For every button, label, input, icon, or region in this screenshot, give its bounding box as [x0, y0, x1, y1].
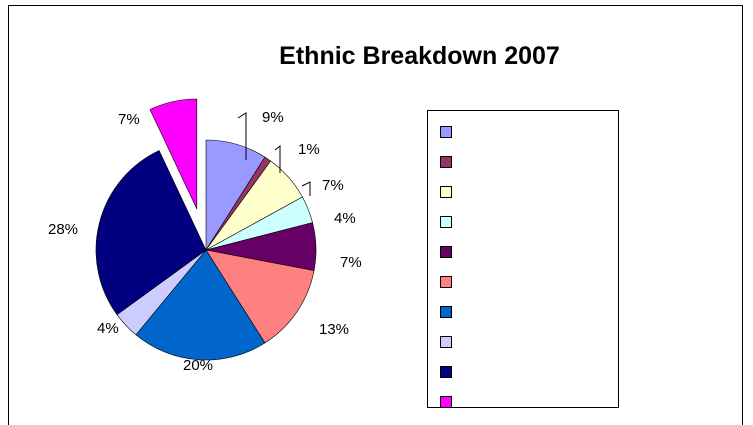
- legend-swatch: [440, 216, 452, 228]
- data-label-3: 7%: [322, 177, 344, 194]
- leader-line-3: [301, 181, 311, 196]
- pie-slice-7: [135, 249, 266, 361]
- legend-swatch: [440, 246, 452, 258]
- legend-item: [440, 396, 590, 408]
- legend-swatch: [440, 336, 452, 348]
- data-label-1: 9%: [262, 109, 284, 126]
- leader-line-1: [237, 112, 247, 160]
- pie-slice-9: [95, 150, 207, 316]
- legend: [427, 110, 619, 408]
- data-label-7: 20%: [183, 357, 213, 374]
- legend-item: [440, 126, 590, 138]
- legend-item: [440, 246, 590, 258]
- legend-swatch: [440, 366, 452, 378]
- legend-item: [440, 306, 590, 318]
- data-label-10: 7%: [118, 111, 140, 128]
- leader-line-2: [274, 144, 281, 173]
- pie-slice-10: [149, 98, 198, 210]
- legend-swatch: [440, 156, 452, 168]
- legend-swatch: [440, 396, 452, 408]
- legend-swatch: [440, 186, 452, 198]
- data-label-2: 1%: [298, 141, 320, 158]
- data-label-8: 4%: [97, 320, 119, 337]
- legend-swatch: [440, 276, 452, 288]
- data-label-9: 28%: [48, 221, 78, 238]
- data-label-6: 13%: [319, 321, 349, 338]
- pie-slice-6: [205, 249, 315, 344]
- data-label-5: 7%: [340, 254, 362, 271]
- legend-item: [440, 156, 590, 168]
- chart-title: Ethnic Breakdown 2007: [279, 42, 560, 70]
- legend-item: [440, 366, 590, 378]
- data-label-4: 4%: [334, 210, 356, 227]
- legend-item: [440, 336, 590, 348]
- legend-item: [440, 216, 590, 228]
- legend-swatch: [440, 306, 452, 318]
- legend-item: [440, 276, 590, 288]
- legend-item: [440, 186, 590, 198]
- legend-swatch: [440, 126, 452, 138]
